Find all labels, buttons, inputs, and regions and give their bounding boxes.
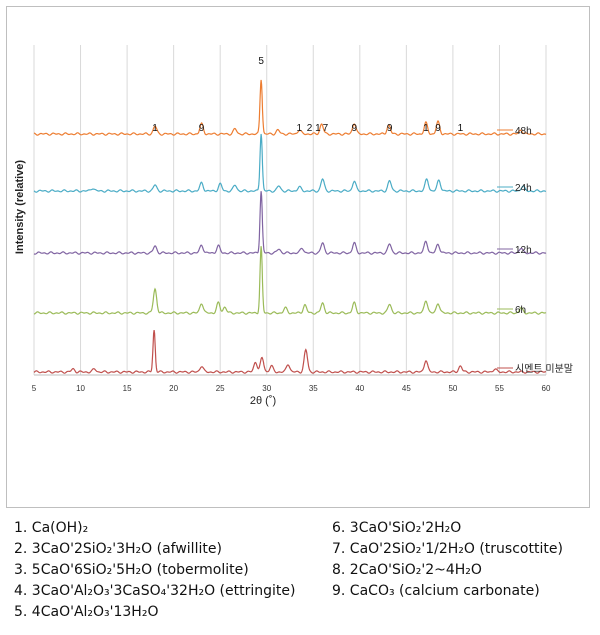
peak-annotations: 195121799191 <box>152 56 463 134</box>
x-tick-label: 10 <box>76 384 85 393</box>
xrd-chart: 51015202530354045505560 48h24h12h6h시멘트 미… <box>7 7 589 507</box>
chart-frame: 51015202530354045505560 48h24h12h6h시멘트 미… <box>6 6 590 508</box>
series-label: 12h <box>515 245 532 256</box>
series-label: 24h <box>515 183 532 194</box>
phase-legend-item: 4. 3CaO'Al₂O₃'3CaSO₄'32H₂O (ettringite) <box>14 583 295 599</box>
y-axis-label: Intensity (relative) <box>14 160 26 254</box>
series-label: 시멘트 미분말 <box>515 363 573 375</box>
series-labels: 48h 24h 12h 6h 시멘트 미분말 <box>497 126 573 375</box>
x-tick-label: 45 <box>402 384 411 393</box>
series-line <box>34 330 546 373</box>
phase-legend-item: 9. CaCO₃ (calcium carbonate) <box>332 583 540 599</box>
peak-annotation: 5 <box>258 56 264 67</box>
grid-lines <box>34 45 546 375</box>
x-tick-label: 60 <box>542 384 551 393</box>
peak-annotation: 7 <box>323 123 329 134</box>
x-tick-label: 20 <box>169 384 178 393</box>
phase-legend-item: 8. 2CaO'SiO₂'2~4H₂O <box>332 562 482 578</box>
series-line <box>34 134 546 192</box>
x-tick-label: 40 <box>355 384 364 393</box>
peak-annotation: 1 <box>152 123 158 134</box>
peak-annotation: 9 <box>387 123 393 134</box>
phase-legend-item: 5. 4CaO'Al₂O₃'13H₂O <box>14 604 158 620</box>
x-tick-label: 15 <box>123 384 132 393</box>
peak-annotation: 9 <box>351 123 357 134</box>
series-label: 48h <box>515 126 532 137</box>
x-tick-label: 55 <box>495 384 504 393</box>
x-axis-label: 2θ (˚) <box>250 395 276 407</box>
series-line <box>34 246 546 314</box>
peak-annotation: 1 <box>315 123 321 134</box>
phase-legend-item: 3. 5CaO'6SiO₂'5H₂O (tobermolite) <box>14 562 249 578</box>
phase-legend-item: 6. 3CaO'SiO₂'2H₂O <box>332 520 461 536</box>
peak-annotation: 9 <box>199 123 205 134</box>
series-line <box>34 80 546 135</box>
x-tick-label: 5 <box>32 384 37 393</box>
peak-annotation: 1 <box>423 123 429 134</box>
x-tick-label: 50 <box>448 384 457 393</box>
x-tick-labels: 5 10 15 20 25 30 35 40 45 50 55 60 <box>32 384 551 393</box>
x-tick-label: 30 <box>262 384 271 393</box>
phase-legend: 1. Ca(OH)₂ 2. 3CaO'2SiO₂'3H₂O (afwillite)… <box>6 514 588 630</box>
phase-legend-item: 1. Ca(OH)₂ <box>14 520 88 536</box>
x-tick-label: 35 <box>309 384 318 393</box>
series-line <box>34 191 546 254</box>
peak-annotation: 1 <box>297 123 303 134</box>
peak-annotation: 2 <box>307 123 313 134</box>
peak-annotation: 1 <box>458 123 464 134</box>
series-group <box>34 80 546 373</box>
phase-legend-item: 7. CaO'2SiO₂'1/2H₂O (truscottite) <box>332 541 563 557</box>
series-label: 6h <box>515 305 526 316</box>
x-tick-label: 25 <box>216 384 225 393</box>
phase-legend-item: 2. 3CaO'2SiO₂'3H₂O (afwillite) <box>14 541 222 557</box>
peak-annotation: 9 <box>435 123 441 134</box>
